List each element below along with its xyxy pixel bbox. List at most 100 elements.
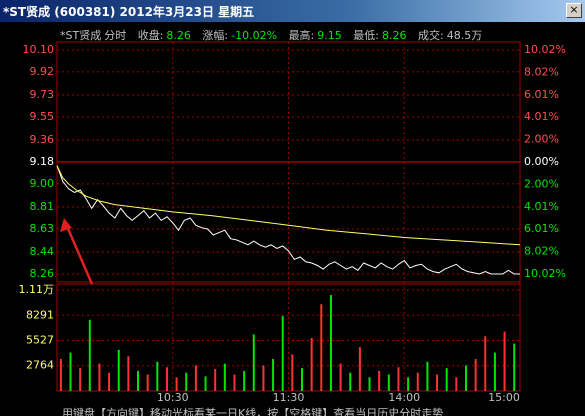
y2-tick-label: 6.01% (524, 222, 559, 235)
arrow (60, 218, 94, 285)
info-value: -10.02% (231, 29, 278, 42)
volume-bar (252, 334, 255, 391)
volume-bar (513, 343, 516, 391)
y-tick-label: 1.11万 (19, 283, 55, 296)
y2-tick-label: 0.00% (524, 155, 559, 168)
volume-bar (291, 354, 294, 391)
volume-bar (165, 367, 168, 391)
volume-bar (349, 372, 352, 391)
volume-bar (243, 370, 246, 391)
y-tick-label: 9.18 (30, 155, 55, 168)
volume-bar (368, 377, 371, 391)
volume-bar (436, 374, 439, 391)
volume-bar (281, 316, 284, 391)
volume-bar (474, 359, 477, 391)
close-button[interactable]: × (566, 3, 582, 18)
y2-tick-label: 2.00% (524, 133, 559, 146)
y-tick-label: 9.36 (30, 133, 55, 146)
volume-bar (310, 338, 313, 391)
price-line (56, 165, 520, 275)
y2-tick-label: 4.01% (524, 200, 559, 213)
info-value: 8.26 (382, 29, 407, 42)
volume-bar (272, 359, 275, 391)
volume-bar (98, 363, 101, 391)
info-value: 9.15 (317, 29, 342, 42)
volume-bar (223, 363, 226, 391)
x-tick-label: 11:30 (273, 391, 305, 404)
title-bar: *ST贤成 (600381) 2012年3月23日 星期五 × (0, 0, 585, 22)
volume-bar (204, 376, 207, 391)
info-label: 成交: (418, 29, 444, 42)
volume-bar (137, 370, 140, 391)
volume-bar (329, 295, 332, 391)
window-title: *ST贤成 (600381) 2012年3月23日 星期五 (3, 5, 255, 19)
volume-bar (503, 331, 506, 391)
y2-tick-label: 8.02% (524, 65, 559, 78)
volume-bar (378, 370, 381, 391)
y-tick-label: 9.92 (30, 65, 55, 78)
info-value: 8.26 (166, 29, 191, 42)
x-tick-label: 14:00 (388, 391, 420, 404)
volume-bar (358, 347, 361, 391)
volume-bar (301, 368, 304, 391)
y2-tick-label: 6.01% (524, 88, 559, 101)
volume-bar (233, 374, 236, 391)
y-tick-label: 10.10 (23, 43, 55, 56)
volume-bar (175, 377, 178, 391)
volume-bar (445, 368, 448, 391)
volume-bar (262, 365, 265, 391)
x-tick-label: 15:00 (488, 391, 520, 404)
y2-tick-label: 4.01% (524, 110, 559, 123)
y-tick-label: 5527 (26, 334, 54, 347)
y-tick-label: 9.73 (30, 88, 55, 101)
y-tick-label: 8.81 (30, 200, 55, 213)
y2-tick-label: 10.02% (524, 43, 566, 56)
y-tick-label: 8.44 (30, 245, 55, 258)
volume-bar (339, 363, 342, 391)
y-tick-label: 8.63 (30, 222, 55, 235)
volume-bar (397, 367, 400, 391)
y-tick-label: 2764 (26, 359, 54, 372)
footer-hint: 用键盘【方向键】移动光标看某一日K线，按【空格键】查看当日历史分时走势 (62, 407, 444, 416)
info-line: *ST贤成 分时 收盘: 8.26 涨幅: -10.02% 最高: 9.15 最低: 8.… (60, 27, 490, 43)
volume-bar (79, 368, 82, 391)
volume-bar (108, 372, 111, 391)
volume-bar (146, 374, 149, 391)
price-line (56, 165, 521, 246)
volume-bar (69, 352, 72, 391)
y-tick-label: 9.00 (30, 177, 55, 190)
y2-tick-label: 8.02% (524, 245, 559, 258)
info-value: 分时 (104, 29, 127, 42)
info-label: 涨幅: (202, 29, 229, 42)
volume-bar (117, 349, 120, 391)
volume-bar (185, 372, 188, 391)
volume-bar (59, 359, 62, 391)
x-tick-label: 10:30 (157, 391, 189, 404)
volume-bar (426, 361, 429, 391)
volume-bar (194, 365, 197, 391)
volume-bar (484, 336, 487, 391)
y-tick-label: 8.26 (30, 267, 55, 280)
volume-bar (416, 372, 419, 391)
volume-bar (214, 369, 217, 391)
y-tick-label: 9.55 (30, 110, 55, 123)
volume-bar (407, 377, 410, 391)
info-label: *ST贤成 (60, 29, 102, 42)
info-label: 收盘: (137, 29, 164, 42)
y2-tick-label: 10.02% (524, 267, 566, 280)
y2-tick-label: 2.00% (524, 177, 559, 190)
volume-bar (493, 352, 496, 391)
info-value: 48.5万 (446, 29, 483, 42)
info-label: 最高: (288, 29, 315, 42)
volume-bar (320, 304, 323, 391)
volume-bar (387, 374, 390, 391)
volume-bar (455, 377, 458, 391)
volume-bar (88, 319, 91, 391)
plot-layer: 10.10 9.92 9.73 9.55 9.36 9.18 9.00 8.81 8.63 8.4… (19, 42, 566, 404)
y-tick-label: 8291 (26, 308, 54, 321)
volume-bar (464, 365, 467, 391)
info-label: 最低: (353, 29, 379, 42)
volume-bar (127, 356, 130, 391)
